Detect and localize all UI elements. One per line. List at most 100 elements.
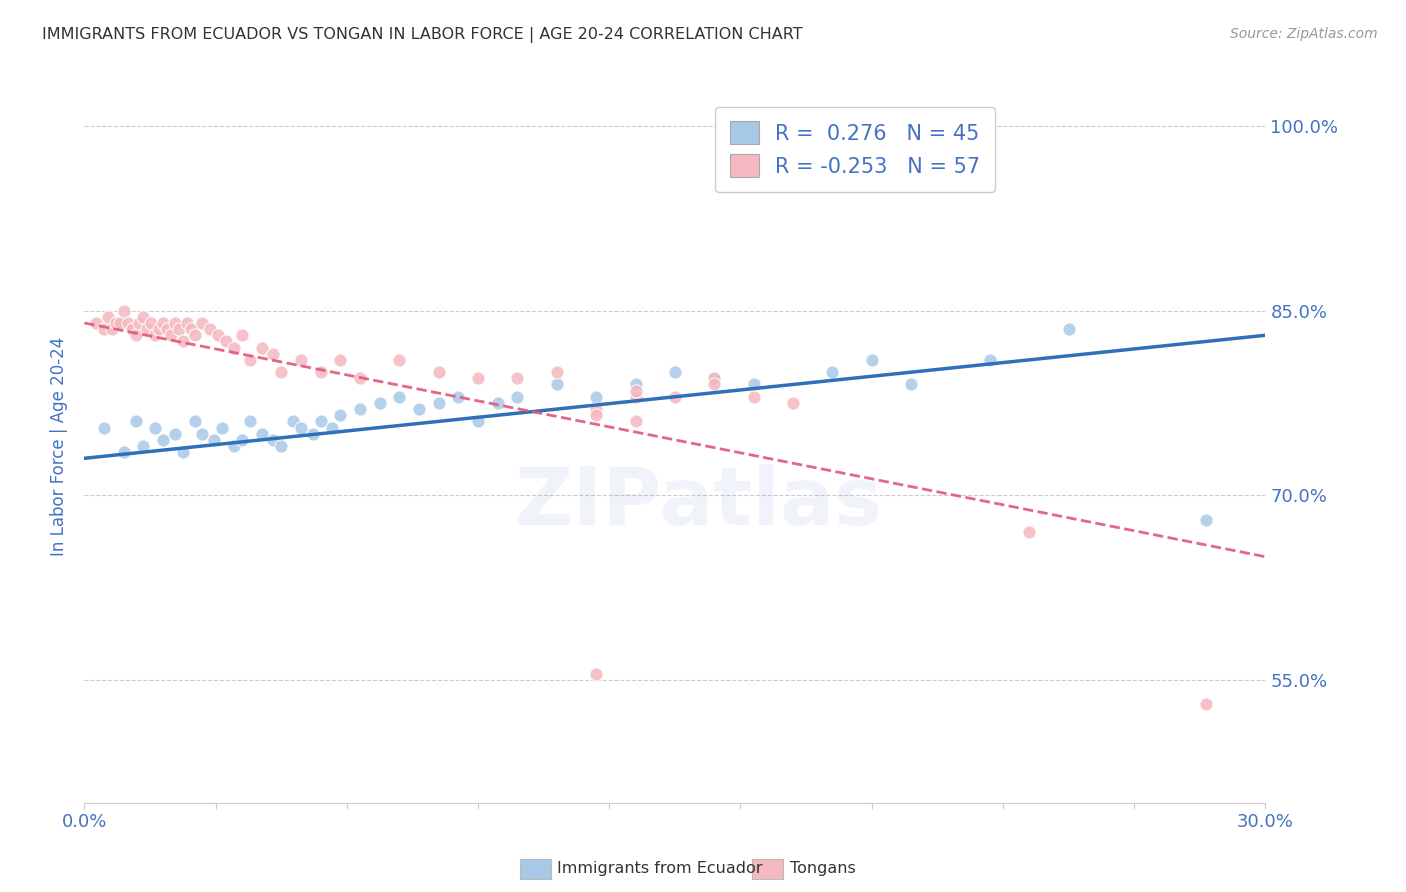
Point [1018, 525, 1040, 540]
Point [93, 420, 115, 434]
Text: Immigrants from Ecuador: Immigrants from Ecuador [557, 862, 762, 876]
Point [1195, 698, 1218, 712]
Point [200, 322, 222, 336]
Point [703, 377, 725, 392]
Point [321, 420, 343, 434]
Point [506, 371, 529, 385]
Point [163, 426, 186, 441]
Text: ZIPatlas: ZIPatlas [515, 464, 883, 542]
Point [104, 316, 127, 330]
Point [585, 402, 607, 417]
Point [703, 371, 725, 385]
Point [270, 365, 292, 379]
Point [624, 414, 647, 428]
Point [202, 433, 225, 447]
Point [152, 433, 174, 447]
Point [124, 414, 146, 428]
Point [1195, 513, 1218, 527]
Point [281, 414, 304, 428]
Point [121, 322, 143, 336]
Point [486, 396, 509, 410]
Point [112, 445, 135, 459]
Point [427, 365, 450, 379]
Point [585, 390, 607, 404]
Point [108, 316, 131, 330]
Point [388, 390, 411, 404]
Point [167, 322, 190, 336]
Point [624, 384, 647, 398]
Point [231, 328, 253, 343]
Point [132, 439, 155, 453]
Point [93, 322, 115, 336]
Point [97, 310, 120, 324]
Point [979, 352, 1001, 367]
Point [207, 328, 229, 343]
Point [250, 426, 273, 441]
Point [262, 433, 284, 447]
Point [101, 322, 124, 336]
Point [467, 371, 489, 385]
Point [388, 352, 411, 367]
Point [183, 328, 205, 343]
Point [301, 426, 323, 441]
Point [290, 420, 312, 434]
Point [141, 316, 163, 330]
Point [742, 377, 765, 392]
Point [215, 334, 238, 349]
Point [546, 365, 568, 379]
Point [782, 396, 804, 410]
Point [239, 414, 262, 428]
Point [270, 439, 292, 453]
Point [117, 316, 139, 330]
Point [408, 402, 430, 417]
Point [152, 316, 174, 330]
Point [191, 426, 214, 441]
Point [664, 390, 686, 404]
Point [156, 322, 179, 336]
Point [585, 409, 607, 423]
Point [143, 328, 166, 343]
Point [211, 420, 233, 434]
Point [703, 371, 725, 385]
Point [262, 347, 284, 361]
Point [143, 420, 166, 434]
Point [329, 352, 352, 367]
Point [349, 402, 371, 417]
Point [160, 328, 183, 343]
Point [742, 390, 765, 404]
Point [172, 445, 194, 459]
Point [664, 365, 686, 379]
Point [239, 352, 262, 367]
Point [172, 334, 194, 349]
Point [546, 377, 568, 392]
Point [860, 352, 883, 367]
Point [309, 365, 332, 379]
Point [290, 352, 312, 367]
Point [624, 390, 647, 404]
Point [1057, 322, 1080, 336]
Point [112, 303, 135, 318]
Point [222, 439, 245, 453]
Point [467, 414, 489, 428]
Text: Tongans: Tongans [790, 862, 856, 876]
Legend: R =  0.276   N = 45, R = -0.253   N = 57: R = 0.276 N = 45, R = -0.253 N = 57 [716, 107, 995, 192]
Point [191, 316, 214, 330]
Text: Source: ZipAtlas.com: Source: ZipAtlas.com [1230, 27, 1378, 41]
Point [506, 390, 529, 404]
Point [231, 433, 253, 447]
Point [163, 316, 186, 330]
Point [183, 414, 205, 428]
Text: IMMIGRANTS FROM ECUADOR VS TONGAN IN LABOR FORCE | AGE 20-24 CORRELATION CHART: IMMIGRANTS FROM ECUADOR VS TONGAN IN LAB… [42, 27, 803, 43]
Point [250, 341, 273, 355]
Point [427, 396, 450, 410]
Point [148, 322, 170, 336]
Point [349, 371, 371, 385]
Point [368, 396, 391, 410]
Point [222, 341, 245, 355]
Point [176, 316, 198, 330]
Y-axis label: In Labor Force | Age 20-24: In Labor Force | Age 20-24 [51, 336, 69, 556]
Point [136, 322, 159, 336]
Point [132, 310, 155, 324]
Point [124, 328, 146, 343]
Point [447, 390, 470, 404]
